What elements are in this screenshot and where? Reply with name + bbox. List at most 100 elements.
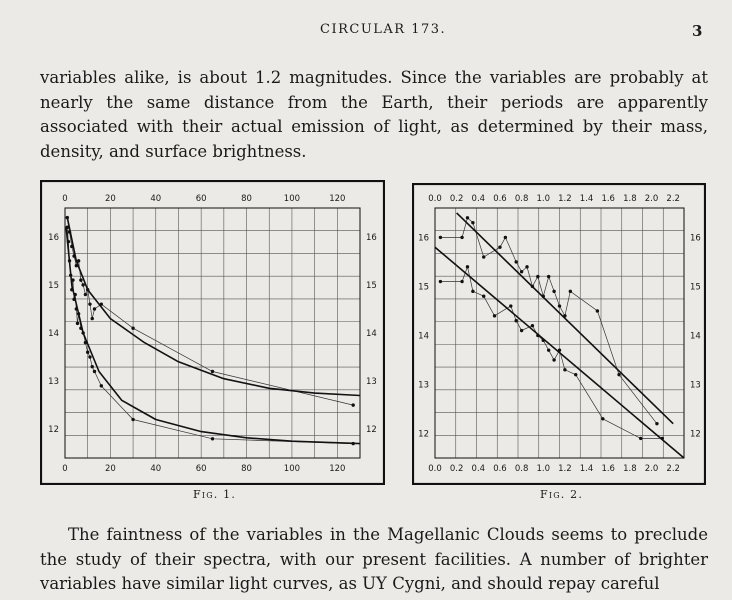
- y-tick-label-left: 14: [418, 331, 429, 341]
- x-tick-label-bottom: 1.8: [623, 464, 637, 474]
- series-1-point: [563, 368, 567, 372]
- series-2-point: [83, 292, 88, 297]
- y-tick-label-right: 13: [366, 377, 377, 387]
- plot-area-border: [64, 207, 361, 459]
- series-2-point: [465, 216, 470, 220]
- series-2-point: [498, 245, 502, 249]
- y-tick-label-right: 16: [366, 233, 377, 243]
- x-tick-label-top: 1.4: [580, 194, 594, 204]
- series-1-point: [471, 289, 475, 294]
- y-tick-label-right: 16: [690, 233, 701, 243]
- series-1-point: [75, 321, 80, 326]
- y-tick-label-right: 12: [690, 429, 701, 439]
- series-1-point: [530, 323, 535, 328]
- page-header: CIRCULAR 173. 3: [0, 22, 732, 42]
- series-1-point: [492, 314, 497, 318]
- plot-area-border: [434, 207, 685, 459]
- x-tick-label-top: 60: [196, 194, 207, 204]
- series-2-point: [76, 259, 81, 263]
- x-tick-label-top: 20: [105, 194, 116, 204]
- series-1-point: [509, 304, 513, 308]
- series-2-point: [655, 421, 659, 426]
- page-number: 3: [692, 22, 703, 40]
- series-2-point: [519, 270, 524, 274]
- series-1-connector: [440, 265, 663, 439]
- series-2-point: [90, 316, 94, 321]
- series-2-point: [460, 235, 464, 240]
- series-1-point: [99, 384, 104, 388]
- x-tick-label-top: 2.0: [645, 194, 659, 204]
- x-tick-label-bottom: 0.8: [515, 464, 529, 474]
- series-2-point: [88, 302, 92, 306]
- series-2-point: [557, 304, 562, 308]
- y-tick-label-right: 13: [690, 380, 701, 390]
- series-1-point: [574, 372, 578, 377]
- series-2-point: [131, 326, 135, 330]
- chart-frame: [40, 180, 385, 485]
- y-tick-label-left: 15: [48, 281, 59, 291]
- y-tick-label-left: 16: [48, 233, 59, 243]
- series-1-point: [465, 265, 470, 269]
- x-tick-label-bottom: 80: [241, 464, 252, 474]
- x-tick-label-bottom: 0.0: [428, 464, 442, 474]
- x-tick-label-top: 0.6: [493, 194, 507, 204]
- series-1-point: [514, 319, 518, 323]
- series-2-connector: [440, 217, 658, 424]
- series-2-point: [482, 255, 486, 259]
- series-2-point: [617, 372, 621, 377]
- x-tick-label-top: 1.6: [601, 194, 615, 204]
- x-tick-label-top: 0.2: [450, 194, 464, 204]
- x-tick-label-bottom: 120: [329, 464, 345, 474]
- x-tick-label-bottom: 2.2: [666, 464, 680, 474]
- series-1-point: [638, 436, 643, 441]
- series-2-point: [552, 289, 556, 294]
- x-tick-label-top: 1.2: [558, 194, 572, 204]
- x-tick-label-bottom: 0: [62, 464, 67, 474]
- chart-frame: [412, 183, 706, 485]
- x-tick-label-bottom: 1.0: [536, 464, 550, 474]
- x-tick-label-top: 100: [284, 194, 300, 204]
- series-1-point: [131, 417, 135, 422]
- chart-grid: [64, 207, 361, 459]
- paragraph-bottom: The faintness of the variables in the Ma…: [40, 525, 708, 593]
- y-tick-label-left: 12: [48, 425, 59, 435]
- x-tick-label-bottom: 1.6: [601, 464, 615, 474]
- y-tick-label-left: 12: [418, 429, 429, 439]
- series-2-curve: [66, 217, 361, 397]
- figure-2-chart: 0.0 0.0 0.2 0.2 0.4 0.4 0.6 0.6 0.8 0.8 1.0 1.0 1.2 1…: [412, 183, 706, 485]
- x-tick-label-bottom: 1.4: [580, 464, 594, 474]
- y-tick-label-left: 13: [48, 377, 59, 387]
- x-tick-label-bottom: 0.4: [472, 464, 486, 474]
- x-tick-label-bottom: 40: [150, 464, 161, 474]
- y-tick-label-right: 14: [366, 329, 377, 339]
- x-tick-label-top: 120: [329, 194, 345, 204]
- series-2-point: [595, 309, 600, 313]
- series-2-point: [471, 221, 475, 225]
- x-tick-label-top: 1.8: [623, 194, 637, 204]
- series-1-point: [482, 294, 486, 298]
- series-1-curve: [65, 227, 361, 445]
- series-1-point: [90, 364, 94, 369]
- x-tick-label-top: 80: [241, 194, 252, 204]
- series-1-point: [210, 437, 215, 441]
- series-2-point: [210, 369, 215, 374]
- x-tick-label-top: 0.8: [515, 194, 529, 204]
- y-tick-label-right: 15: [366, 281, 377, 291]
- x-tick-label-bottom: 20: [105, 464, 116, 474]
- series-2-fit-line: [456, 212, 674, 425]
- series-2-point: [81, 283, 85, 287]
- series-2-point: [525, 265, 529, 269]
- y-tick-label-left: 14: [48, 329, 59, 339]
- paragraph-top: variables alike, is about 1.2 magnitudes…: [40, 68, 708, 161]
- series-1-point: [552, 358, 556, 362]
- x-tick-label-bottom: 0.6: [493, 464, 507, 474]
- x-tick-label-top: 40: [150, 194, 161, 204]
- figure-1-chart: 0 0 20 20 40 40 60 60 80 80 100 100 120 120 12 12 13 13 14…: [40, 180, 385, 485]
- series-1-point: [88, 355, 92, 359]
- series-1-point: [460, 279, 464, 284]
- series-1-point: [438, 279, 443, 284]
- x-tick-label-top: 1.0: [536, 194, 550, 204]
- series-1-point: [85, 350, 90, 354]
- series-2-point: [351, 403, 355, 407]
- figure-2-caption: Fig. 2.: [540, 488, 584, 501]
